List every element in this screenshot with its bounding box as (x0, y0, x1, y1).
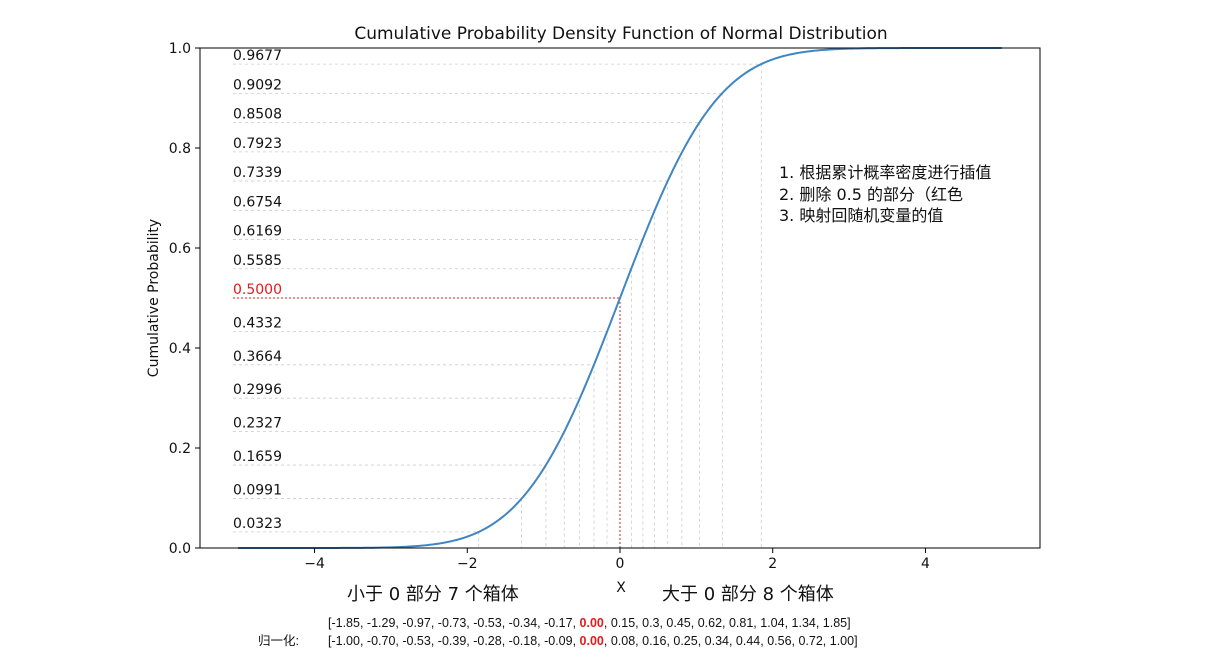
right-bins-label: 大于 0 部分 8 个箱体 (662, 584, 834, 605)
quantile-label: 0.3664 (233, 349, 282, 365)
quantile-label: 0.4332 (233, 315, 282, 331)
x-tick-label: 0 (616, 556, 625, 572)
y-tick-label: 0.8 (169, 141, 191, 157)
raw-values-array: [-1.85, -1.29, -0.97, -0.73, -0.53, -0.3… (328, 616, 851, 630)
y-axis-label: Cumulative Probability (146, 219, 162, 377)
normalized-values-array: [-1.00, -0.70, -0.53, -0.39, -0.28, -0.1… (328, 634, 858, 648)
quantile-label: 0.7923 (233, 136, 282, 152)
x-tick-label: −4 (304, 556, 325, 572)
quantile-label: 0.5000 (233, 282, 282, 298)
y-tick-label: 1.0 (169, 41, 191, 57)
y-tick-label: 0.2 (169, 441, 191, 457)
quantile-lines: 0.0323 0.0991 0.1659 0.2327 0.2996 0.3664 0.43… (233, 48, 762, 548)
quantile-label: 0.9677 (233, 48, 282, 64)
quantile-label: 0.8508 (233, 107, 282, 123)
quantile-label: 0.1659 (233, 449, 282, 465)
y-tick-label: 0.0 (169, 541, 191, 557)
quantile-label: 0.9092 (233, 77, 282, 93)
y-tick-label: 0.6 (169, 241, 191, 257)
quantile-label: 0.0991 (233, 482, 282, 498)
step-2-text: 2. 删除 0.5 的部分（红色 (779, 185, 963, 204)
x-tick-label: 4 (921, 556, 930, 572)
axes: −4 −2 0 2 4 0.0 0.2 0.4 0.6 0.8 1.0 (169, 41, 930, 572)
quantile-label: 0.5585 (233, 253, 282, 269)
chart-title: Cumulative Probability Density Function … (354, 24, 887, 44)
step-3-text: 3. 映射回随机变量的值 (779, 206, 943, 225)
y-tick-label: 0.4 (169, 341, 191, 357)
x-tick-label: 2 (768, 556, 777, 572)
quantile-label: 0.2996 (233, 382, 282, 398)
left-bins-label: 小于 0 部分 7 个箱体 (347, 584, 519, 605)
normalized-label: 归一化: (258, 634, 299, 648)
method-steps: 1. 根据累计概率密度进行插值 2. 删除 0.5 的部分（红色 3. 映射回随… (779, 163, 991, 225)
quantile-label: 0.7339 (233, 165, 282, 181)
x-axis-label: X (616, 580, 626, 596)
x-tick-label: −2 (457, 556, 478, 572)
quantile-label: 0.2327 (233, 416, 282, 432)
step-1-text: 1. 根据累计概率密度进行插值 (779, 163, 991, 182)
quantile-label: 0.6754 (233, 194, 282, 210)
quantile-label: 0.6169 (233, 224, 282, 240)
quantile-label: 0.0323 (233, 516, 282, 532)
